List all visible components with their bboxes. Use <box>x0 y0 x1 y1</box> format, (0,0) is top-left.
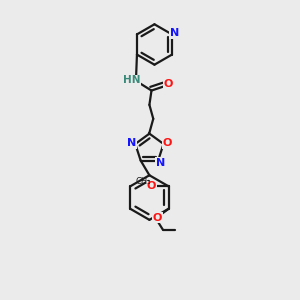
Text: N: N <box>156 158 165 168</box>
Text: N: N <box>127 138 136 148</box>
Text: HN: HN <box>123 75 141 85</box>
Text: O: O <box>153 213 162 223</box>
Text: O: O <box>147 182 156 191</box>
Text: O: O <box>164 79 173 89</box>
Text: O: O <box>163 138 172 148</box>
Text: CH₃: CH₃ <box>135 178 151 187</box>
Text: N: N <box>170 28 179 38</box>
